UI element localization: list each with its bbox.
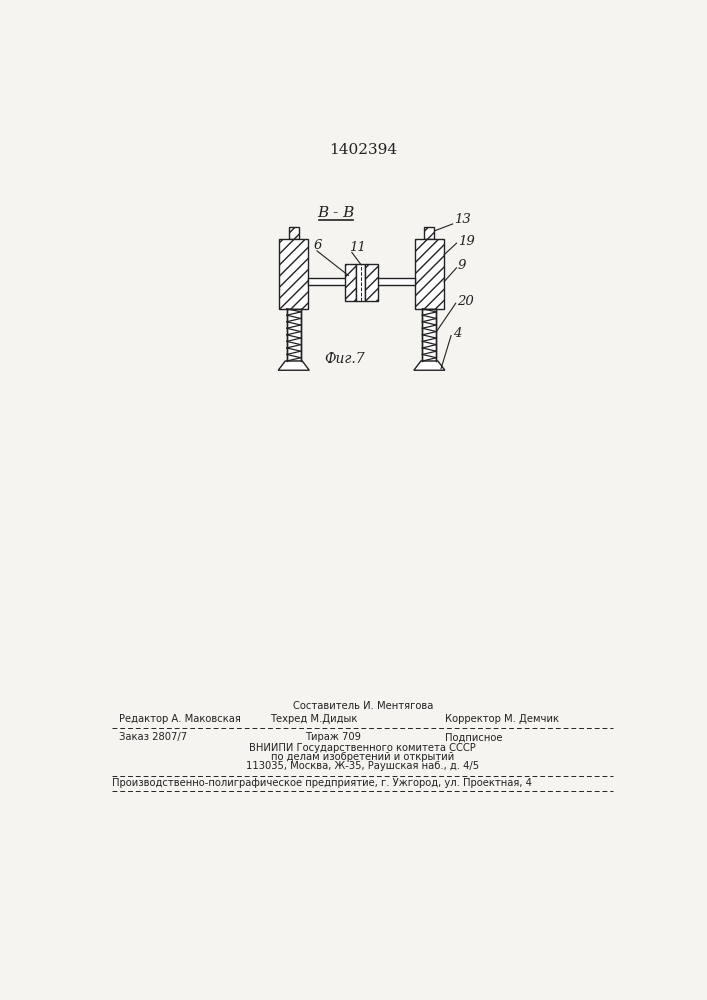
Text: Тираж 709: Тираж 709 bbox=[305, 732, 361, 742]
Bar bbox=[279, 239, 308, 309]
Text: 6: 6 bbox=[313, 239, 322, 252]
Text: 9: 9 bbox=[458, 259, 467, 272]
Text: Производственно-полиграфическое предприятие, г. Ужгород, ул. Проектная, 4: Производственно-полиграфическое предприя… bbox=[112, 778, 532, 788]
Text: 113035, Москва, Ж-35, Раушская наб., д. 4/5: 113035, Москва, Ж-35, Раушская наб., д. … bbox=[246, 761, 479, 771]
Bar bbox=[414, 239, 444, 309]
Text: Заказ 2807/7: Заказ 2807/7 bbox=[119, 732, 187, 742]
Bar bbox=[356, 264, 366, 301]
Text: 19: 19 bbox=[458, 235, 475, 248]
Text: 11: 11 bbox=[349, 241, 366, 254]
Text: по делам изобретений и открытий: по делам изобретений и открытий bbox=[271, 752, 455, 762]
Bar bbox=[345, 264, 356, 301]
Bar bbox=[288, 227, 299, 239]
Bar bbox=[366, 264, 378, 301]
Bar bbox=[424, 227, 434, 239]
Text: B - B: B - B bbox=[317, 206, 355, 220]
Bar bbox=[279, 239, 308, 309]
Polygon shape bbox=[279, 361, 309, 370]
Text: ВНИИПИ Государственного комитета СССР: ВНИИПИ Государственного комитета СССР bbox=[250, 743, 476, 753]
Polygon shape bbox=[414, 361, 445, 370]
Text: Техред М.Дидык: Техред М.Дидык bbox=[271, 714, 358, 724]
Text: 13: 13 bbox=[454, 213, 471, 226]
Bar bbox=[414, 239, 444, 309]
Bar bbox=[308, 278, 414, 285]
Bar bbox=[366, 264, 378, 301]
Bar bbox=[287, 309, 300, 361]
Text: Подписное: Подписное bbox=[445, 732, 503, 742]
Text: 20: 20 bbox=[457, 295, 474, 308]
Text: Составитель И. Ментягова: Составитель И. Ментягова bbox=[293, 701, 433, 711]
Bar bbox=[288, 227, 299, 239]
Bar bbox=[422, 309, 436, 361]
Bar bbox=[345, 264, 356, 301]
Text: Фиг.7: Фиг.7 bbox=[324, 352, 364, 366]
Text: 4: 4 bbox=[452, 327, 461, 340]
Text: 1402394: 1402394 bbox=[329, 143, 397, 157]
Text: Редактор А. Маковская: Редактор А. Маковская bbox=[119, 714, 241, 724]
Bar bbox=[424, 227, 434, 239]
Text: Корректор М. Демчик: Корректор М. Демчик bbox=[445, 714, 559, 724]
